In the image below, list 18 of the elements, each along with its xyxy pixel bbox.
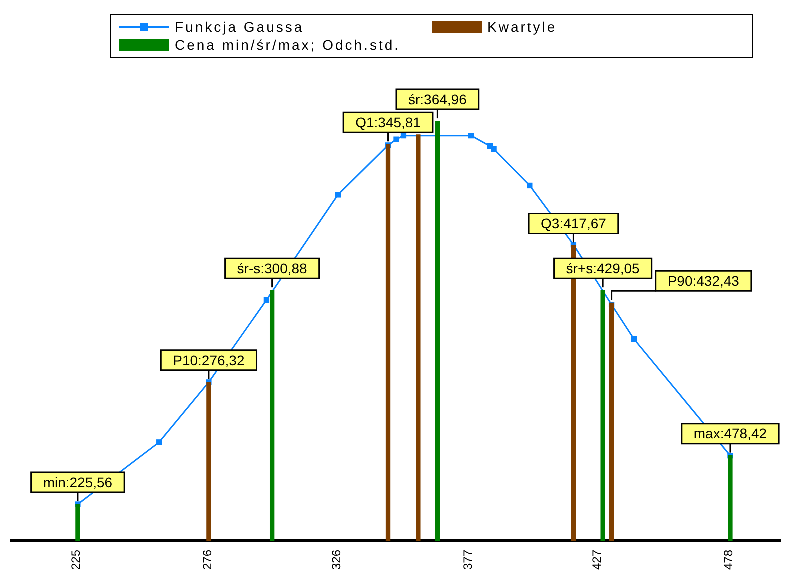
annotation: P90:432,43 [668, 273, 740, 290]
x-tick-label: 276 [200, 550, 214, 570]
x-tick-label: 427 [590, 550, 604, 570]
legend-label: Cena min/śr/max; Odch.std. [175, 37, 401, 53]
x-tick-label: 225 [68, 550, 83, 570]
annotation: max:478,42 [694, 426, 768, 442]
annotation: Q1:345,81 [356, 114, 422, 130]
annotation: śr:364,96 [408, 91, 468, 108]
annotation: śr+s:429,05 [566, 260, 640, 276]
x-tick-label: 377 [461, 550, 476, 570]
legend-label: Funkcja Gaussa [175, 19, 304, 35]
x-tick-label: 478 [722, 550, 736, 570]
annotation: min:225,56 [43, 474, 113, 490]
annotation: śr-s:300,88 [237, 260, 308, 276]
annotation: Q3:417,67 [541, 216, 607, 232]
legend-label: Kwartyle [488, 19, 558, 35]
x-tick-label: 326 [329, 550, 344, 570]
annotation: P10:276,32 [173, 352, 245, 368]
